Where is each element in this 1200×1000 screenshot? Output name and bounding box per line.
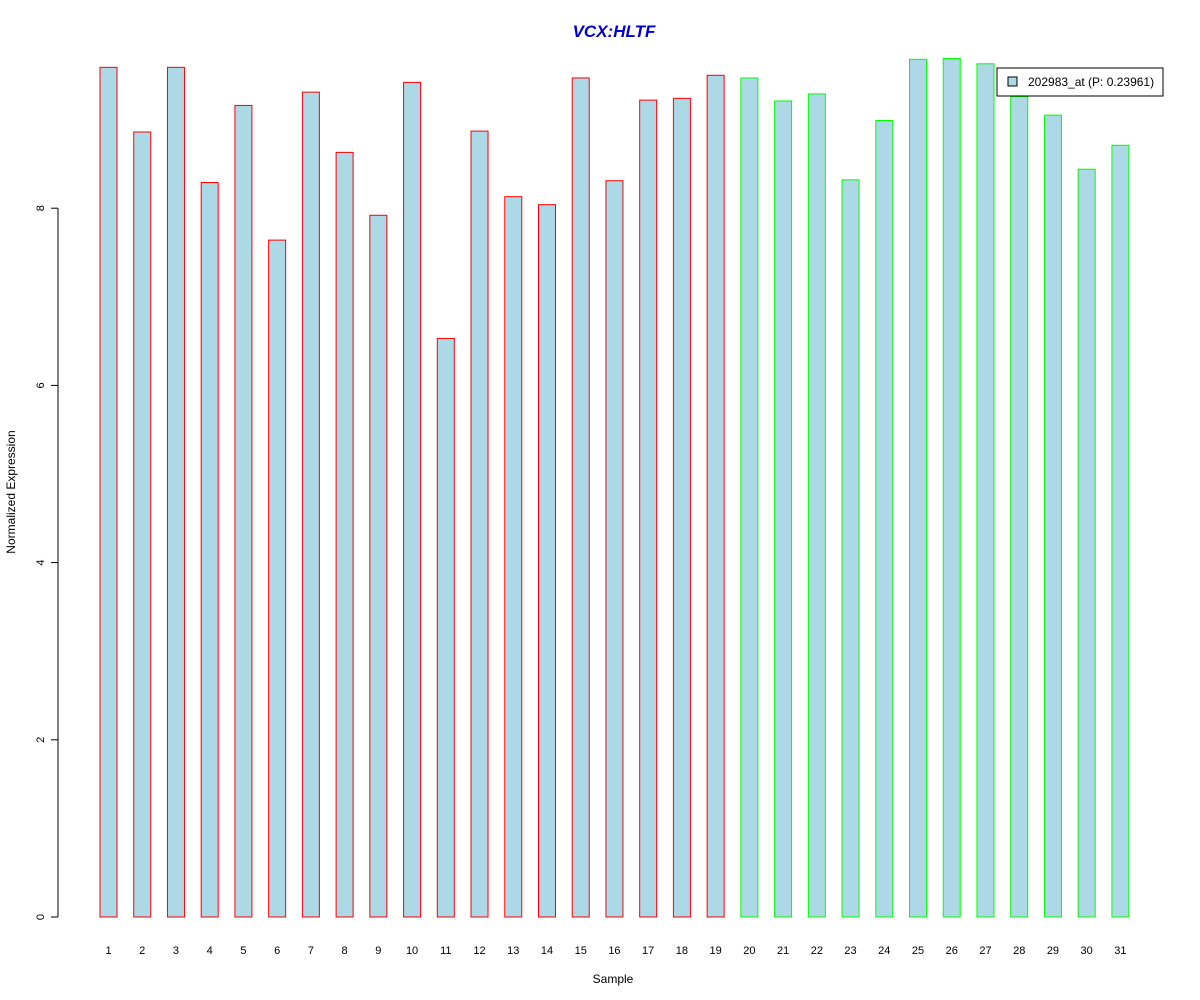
bar-sample-31	[1111, 144, 1130, 918]
bar-sample-12	[470, 130, 489, 918]
legend-box	[996, 67, 1164, 97]
bar-sample-30	[1077, 168, 1096, 918]
bar-sample-23	[841, 179, 860, 918]
bar-sample-2	[133, 131, 152, 918]
x-tick-label: 3	[173, 945, 179, 957]
bar-sample-3	[166, 66, 185, 918]
x-tick-label: 27	[979, 945, 991, 957]
x-tick-label: 15	[575, 945, 587, 957]
x-tick-label: 23	[844, 945, 856, 957]
x-tick-label: 11	[440, 945, 451, 957]
x-tick-label: 28	[1013, 945, 1025, 957]
bar-sample-7	[301, 91, 320, 918]
bar-sample-26	[942, 57, 961, 918]
bar-sample-27	[976, 63, 995, 918]
x-tick-label: 18	[676, 945, 688, 957]
bar-sample-13	[504, 196, 523, 918]
bar-sample-17	[639, 99, 658, 918]
bar-sample-10	[403, 81, 422, 918]
bar-sample-8	[335, 151, 354, 918]
x-tick-label: 24	[878, 945, 890, 957]
bar-sample-19	[706, 74, 725, 918]
legend-label: 202983_at (P: 0.23961)	[1028, 75, 1154, 89]
x-tick-label: 31	[1114, 945, 1126, 957]
y-axis: 0 2 4 6 8	[35, 205, 59, 920]
x-tick-label: 22	[811, 945, 823, 957]
y-tick-label: 4	[35, 560, 47, 566]
y-tick-label: 6	[35, 382, 47, 388]
bar-sample-29	[1043, 114, 1062, 918]
bar-sample-15	[571, 77, 590, 918]
x-tick-label: 13	[507, 945, 519, 957]
x-tick-labels: 1 2 3 4 5 6 7 8 9 10 11 12 13 14 15 16 17 18 19 20 21 22 23 24 2…	[105, 945, 1126, 957]
x-tick-label: 14	[541, 945, 553, 957]
bar-sample-6	[268, 239, 287, 918]
x-tick-label: 12	[473, 945, 485, 957]
x-tick-label: 1	[105, 945, 111, 957]
bar-sample-20	[740, 77, 759, 918]
x-tick-label: 17	[642, 945, 654, 957]
x-tick-label: 30	[1081, 945, 1093, 957]
y-tick-label: 8	[35, 205, 47, 211]
bars	[99, 57, 1130, 918]
bar-sample-9	[369, 214, 388, 918]
bar-sample-25	[909, 58, 928, 918]
x-tick-label: 5	[240, 945, 246, 957]
bar-sample-21	[774, 100, 793, 918]
x-tick-label: 7	[308, 945, 314, 957]
x-tick-label: 8	[342, 945, 348, 957]
bar-sample-14	[537, 204, 556, 918]
bar-sample-18	[672, 97, 691, 918]
x-tick-label: 21	[777, 945, 789, 957]
x-tick-label: 6	[274, 945, 280, 957]
x-tick-label: 29	[1047, 945, 1059, 957]
x-tick-label: 16	[608, 945, 620, 957]
x-axis-label: Sample	[593, 972, 634, 986]
x-tick-label: 4	[207, 945, 213, 957]
x-tick-label: 2	[139, 945, 145, 957]
legend: 202983_at (P: 0.23961)	[996, 67, 1164, 97]
bar-sample-5	[234, 104, 253, 918]
x-tick-label: 19	[710, 945, 722, 957]
chart-title: VCX:HLTF	[573, 22, 656, 41]
y-tick-label: 0	[35, 914, 47, 920]
x-tick-label: 20	[743, 945, 755, 957]
bar-sample-16	[605, 180, 624, 918]
bar-sample-4	[200, 182, 219, 918]
y-tick-label: 2	[35, 737, 47, 743]
bar-sample-22	[807, 93, 826, 918]
bar-sample-28	[1010, 96, 1029, 918]
x-tick-label: 9	[375, 945, 381, 957]
bar-sample-11	[436, 337, 455, 918]
bar-sample-24	[875, 119, 894, 918]
x-tick-label: 26	[946, 945, 958, 957]
y-axis-label: Normalized Expression	[4, 430, 18, 553]
x-tick-label: 25	[912, 945, 924, 957]
x-tick-label: 10	[406, 945, 418, 957]
bar-sample-1	[99, 66, 118, 918]
legend-swatch	[1007, 76, 1018, 87]
